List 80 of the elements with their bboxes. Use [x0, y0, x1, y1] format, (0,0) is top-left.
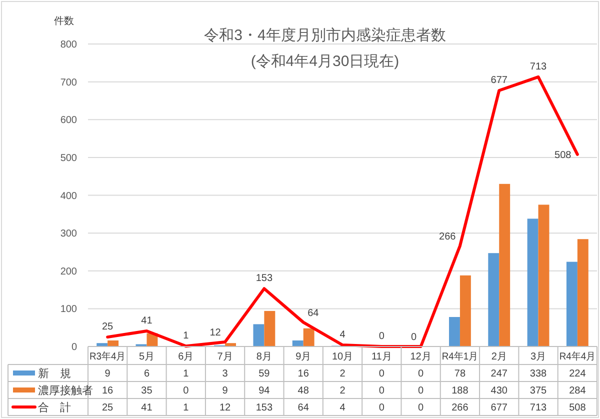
annotation: 0 — [378, 331, 384, 342]
x-tick-label: 10月 — [332, 352, 354, 362]
x-tick-label: 9月 — [296, 352, 312, 362]
x-tick-label: R4年1月 — [442, 352, 480, 362]
table-value: 25 — [102, 402, 114, 414]
table-value: 16 — [102, 386, 114, 396]
x-tick-label: R4年4月 — [559, 352, 598, 362]
table-value: 64 — [298, 402, 309, 414]
legend-label: 濃厚接触者 — [38, 385, 93, 397]
table-value: 94 — [258, 386, 270, 396]
table-value: 430 — [490, 386, 508, 396]
table-value: 78 — [454, 368, 466, 380]
legend-label: 新 規 — [38, 368, 71, 380]
table-value: 9 — [104, 368, 110, 380]
x-tick-label: 7月 — [217, 352, 233, 362]
table-value: 375 — [530, 386, 547, 396]
table-value: 12 — [219, 402, 231, 414]
table-value: 41 — [141, 402, 152, 414]
x-tick-label: R3年4月 — [90, 352, 128, 362]
annotation: 713 — [530, 61, 547, 72]
y-tick-label: 300 — [60, 228, 77, 240]
annotation: 266 — [439, 231, 456, 242]
table-value: 508 — [569, 402, 586, 414]
table-value: 0 — [378, 402, 384, 414]
annotation: 12 — [210, 327, 221, 338]
annotation: 4 — [340, 329, 346, 340]
table-value: 1 — [183, 402, 189, 414]
table-value: 1 — [183, 368, 189, 380]
y-tick-label: 100 — [60, 304, 77, 316]
annotation: 1 — [183, 330, 189, 342]
table-value: 6 — [144, 368, 150, 380]
annotation: 64 — [308, 308, 319, 319]
annotation: 25 — [102, 322, 114, 333]
table-value: 0 — [418, 386, 424, 396]
x-tick-label: 12月 — [410, 352, 432, 362]
y-tick-label: 400 — [60, 190, 77, 202]
table-value: 0 — [183, 386, 189, 396]
table-value: 247 — [490, 368, 508, 380]
annotation: 41 — [141, 316, 152, 326]
x-tick-label: 3月 — [530, 352, 546, 362]
table-value: 0 — [378, 368, 384, 380]
x-tick-label: 8月 — [256, 352, 272, 362]
table-value: 2 — [340, 386, 346, 396]
table-value: 16 — [298, 368, 309, 380]
y-axis-title: 件数 — [54, 16, 74, 27]
table-value: 2 — [340, 368, 346, 380]
table-value: 0 — [418, 368, 424, 380]
y-tick-label: 700 — [60, 77, 77, 88]
table-value: 224 — [569, 368, 586, 380]
y-tick-label: 0 — [71, 342, 77, 353]
title: 令和3・4年度月別市内感染症患者数 — [204, 27, 446, 44]
table-value: 713 — [530, 402, 547, 414]
table-value: 0 — [378, 386, 384, 396]
table-value: 35 — [141, 386, 152, 396]
subtitle: (令和4年4月30日現在) — [250, 53, 400, 70]
table-value: 284 — [569, 386, 586, 396]
y-tick-label: 200 — [60, 266, 77, 278]
table-value: 153 — [256, 402, 273, 414]
table-value: 188 — [452, 386, 468, 396]
table-value: 9 — [222, 386, 228, 396]
annotation: 508 — [554, 150, 572, 161]
table-value: 266 — [452, 402, 468, 414]
y-tick-label: 800 — [60, 40, 77, 50]
y-tick-label: 500 — [60, 152, 77, 164]
table-value: 4 — [340, 402, 346, 414]
table-value: 59 — [258, 368, 270, 380]
x-tick-label: 11月 — [371, 352, 392, 362]
table-value: 0 — [418, 402, 424, 414]
x-tick-label: 5月 — [138, 352, 154, 362]
x-tick-label: 2月 — [491, 352, 507, 362]
annotation: 677 — [490, 75, 508, 86]
table-value: 677 — [490, 402, 508, 414]
table-value: 3 — [222, 368, 228, 380]
table-value: 338 — [530, 368, 547, 380]
annotation: 153 — [256, 273, 273, 284]
y-tick-label: 600 — [60, 115, 77, 126]
table-value: 48 — [298, 386, 309, 396]
x-tick-label: 6月 — [178, 352, 194, 362]
legend-label: 合 計 — [38, 402, 71, 414]
annotation: 0 — [411, 332, 417, 343]
